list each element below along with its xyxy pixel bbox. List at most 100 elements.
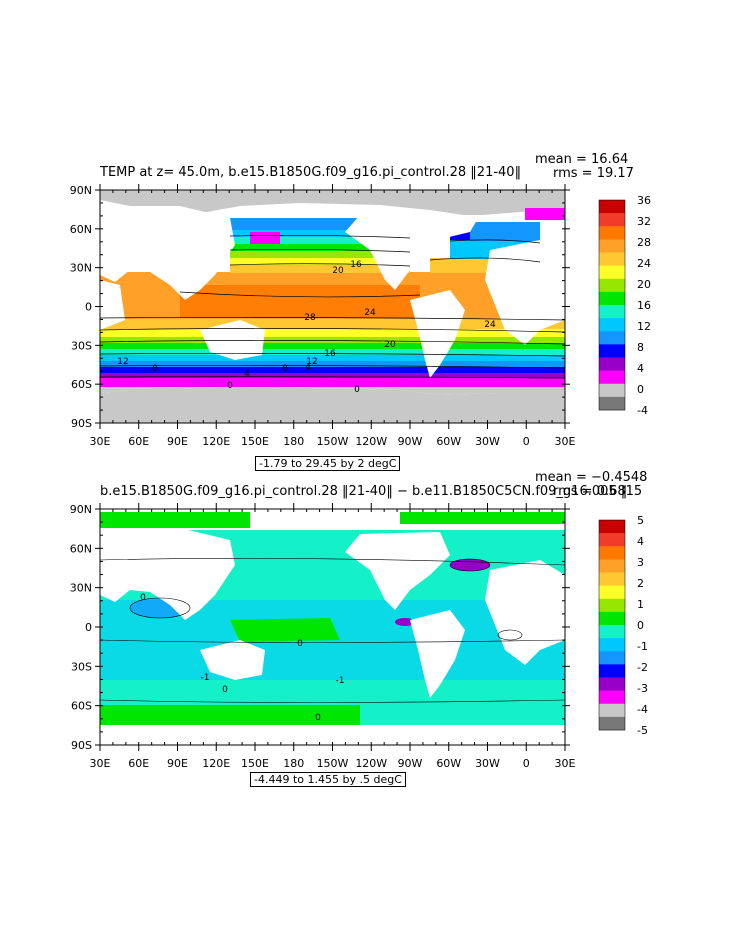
panel1-frame bbox=[99, 189, 566, 424]
contour-label: 0 bbox=[354, 385, 360, 395]
contour-label: 28 bbox=[304, 313, 316, 323]
contour-label: 8 bbox=[152, 364, 158, 374]
colorbar-swatch bbox=[599, 396, 625, 411]
lon-label: 60E bbox=[128, 435, 149, 448]
colorbar-swatch bbox=[599, 331, 625, 345]
contour-label: 0 bbox=[227, 381, 233, 391]
panel1-range-label: -1.79 to 29.45 by 2 degC bbox=[255, 456, 401, 471]
contour-label: 16 bbox=[324, 349, 336, 359]
colorbar-swatch bbox=[599, 265, 625, 280]
contour-label: 0 bbox=[297, 639, 303, 649]
colorbar-label: 4 bbox=[637, 535, 644, 548]
colorbar-label: -4 bbox=[637, 703, 648, 716]
contour-label: 12 bbox=[117, 357, 128, 367]
contour-label: 4 bbox=[305, 363, 311, 373]
panel2-frame bbox=[99, 508, 566, 746]
lon-label: 180 bbox=[283, 757, 304, 770]
contour-label: 24 bbox=[364, 308, 376, 318]
colorbar-swatch bbox=[599, 318, 625, 332]
colorbar-swatch bbox=[599, 278, 625, 293]
colorbar-label: 32 bbox=[637, 215, 651, 228]
lon-label: 60E bbox=[128, 757, 149, 770]
colorbar-label: 0 bbox=[637, 619, 644, 632]
colorbar-label: 4 bbox=[637, 362, 644, 375]
colorbar-label: -5 bbox=[637, 724, 648, 737]
colorbar-swatch bbox=[599, 344, 625, 358]
colorbar-swatch bbox=[599, 533, 625, 547]
colorbar-label: 2 bbox=[637, 577, 644, 590]
colorbar-swatch bbox=[599, 305, 625, 319]
lon-label: 150W bbox=[317, 435, 349, 448]
axis-labels: 90N 60N 30N 0 30S 60S 90S 30E 60E 90E 120E 150E 180 1… bbox=[70, 184, 576, 770]
colorbar-swatch bbox=[599, 585, 625, 600]
lat-label: 90N bbox=[70, 184, 92, 197]
panel2-field bbox=[100, 509, 565, 745]
colorbar-label: -1 bbox=[637, 640, 648, 653]
colorbar-swatch bbox=[599, 546, 625, 560]
lat-label: 60S bbox=[71, 378, 92, 391]
lon-label: 120E bbox=[202, 435, 230, 448]
contour-label: 12 bbox=[306, 357, 317, 367]
colorbar-swatch bbox=[599, 291, 625, 306]
lat-label: 60N bbox=[70, 542, 92, 555]
colorbar-label: 5 bbox=[637, 514, 644, 527]
lon-label: 30E bbox=[90, 757, 111, 770]
colorbar-swatch bbox=[599, 625, 625, 639]
contour-label: -1 bbox=[336, 676, 345, 686]
colorbar-label: 0 bbox=[637, 383, 644, 396]
lon-label: 90W bbox=[398, 757, 423, 770]
colorbar-label: 3 bbox=[637, 556, 644, 569]
lat-label: 30N bbox=[70, 262, 92, 275]
colorbar-label: 36 bbox=[637, 194, 651, 207]
colorbar-swatch bbox=[599, 226, 625, 240]
contour-label: 16 bbox=[350, 260, 362, 270]
colorbar-label: -2 bbox=[637, 661, 648, 674]
colorbar-swatch bbox=[599, 677, 625, 691]
colorbar-label: 8 bbox=[637, 341, 644, 354]
colorbar-swatch bbox=[599, 213, 625, 227]
lat-label: 60S bbox=[71, 700, 92, 713]
colorbar-swatch bbox=[599, 252, 625, 266]
lon-label: 150E bbox=[241, 435, 269, 448]
lon-label: 120W bbox=[355, 435, 387, 448]
lon-label: 90E bbox=[167, 757, 188, 770]
panel1-rms: rms = 19.17 bbox=[553, 166, 634, 181]
lat-label: 90S bbox=[71, 417, 92, 430]
colorbar-swatch bbox=[599, 611, 625, 626]
colorbar-label: 24 bbox=[637, 257, 651, 270]
panel1-title: TEMP at z= 45.0m, b.e15.B1850G.f09_g16.p… bbox=[100, 165, 522, 180]
contour-label: 24 bbox=[484, 320, 496, 330]
contour-label: 0 bbox=[222, 685, 228, 695]
colorbar-swatch bbox=[599, 664, 625, 678]
lon-label: 0 bbox=[523, 435, 530, 448]
lat-label: 0 bbox=[85, 301, 92, 314]
lon-label: 90E bbox=[167, 435, 188, 448]
colorbar-swatch bbox=[599, 520, 625, 534]
colorbar-swatch bbox=[599, 690, 625, 705]
colorbar-swatch bbox=[599, 357, 625, 371]
lat-label: 90N bbox=[70, 503, 92, 516]
lon-label: 30W bbox=[475, 757, 500, 770]
lon-label: 30E bbox=[90, 435, 111, 448]
colorbar-swatch bbox=[599, 703, 625, 718]
panel2-mean: mean = −0.4548 bbox=[535, 470, 648, 485]
contour-label: 20 bbox=[384, 340, 396, 350]
colorbar-label: 28 bbox=[637, 236, 651, 249]
lat-label: 0 bbox=[85, 621, 92, 634]
contour-label: 8 bbox=[282, 364, 288, 374]
colorbar-swatch bbox=[599, 716, 625, 731]
colorbar-swatch bbox=[599, 370, 625, 385]
lat-label: 30S bbox=[71, 660, 92, 673]
colorbar-swatch bbox=[599, 572, 625, 586]
lon-label: 180 bbox=[283, 435, 304, 448]
lon-label: 30E bbox=[555, 757, 576, 770]
colorbar-swatch bbox=[599, 200, 625, 214]
colorbar-label: -3 bbox=[637, 682, 648, 695]
colorbar-label: -4 bbox=[637, 404, 648, 417]
lon-label: 30E bbox=[555, 435, 576, 448]
lat-label: 90S bbox=[71, 739, 92, 752]
lon-label: 150W bbox=[317, 757, 349, 770]
panel1-mean: mean = 16.64 bbox=[535, 152, 629, 167]
lat-label: 30S bbox=[71, 339, 92, 352]
